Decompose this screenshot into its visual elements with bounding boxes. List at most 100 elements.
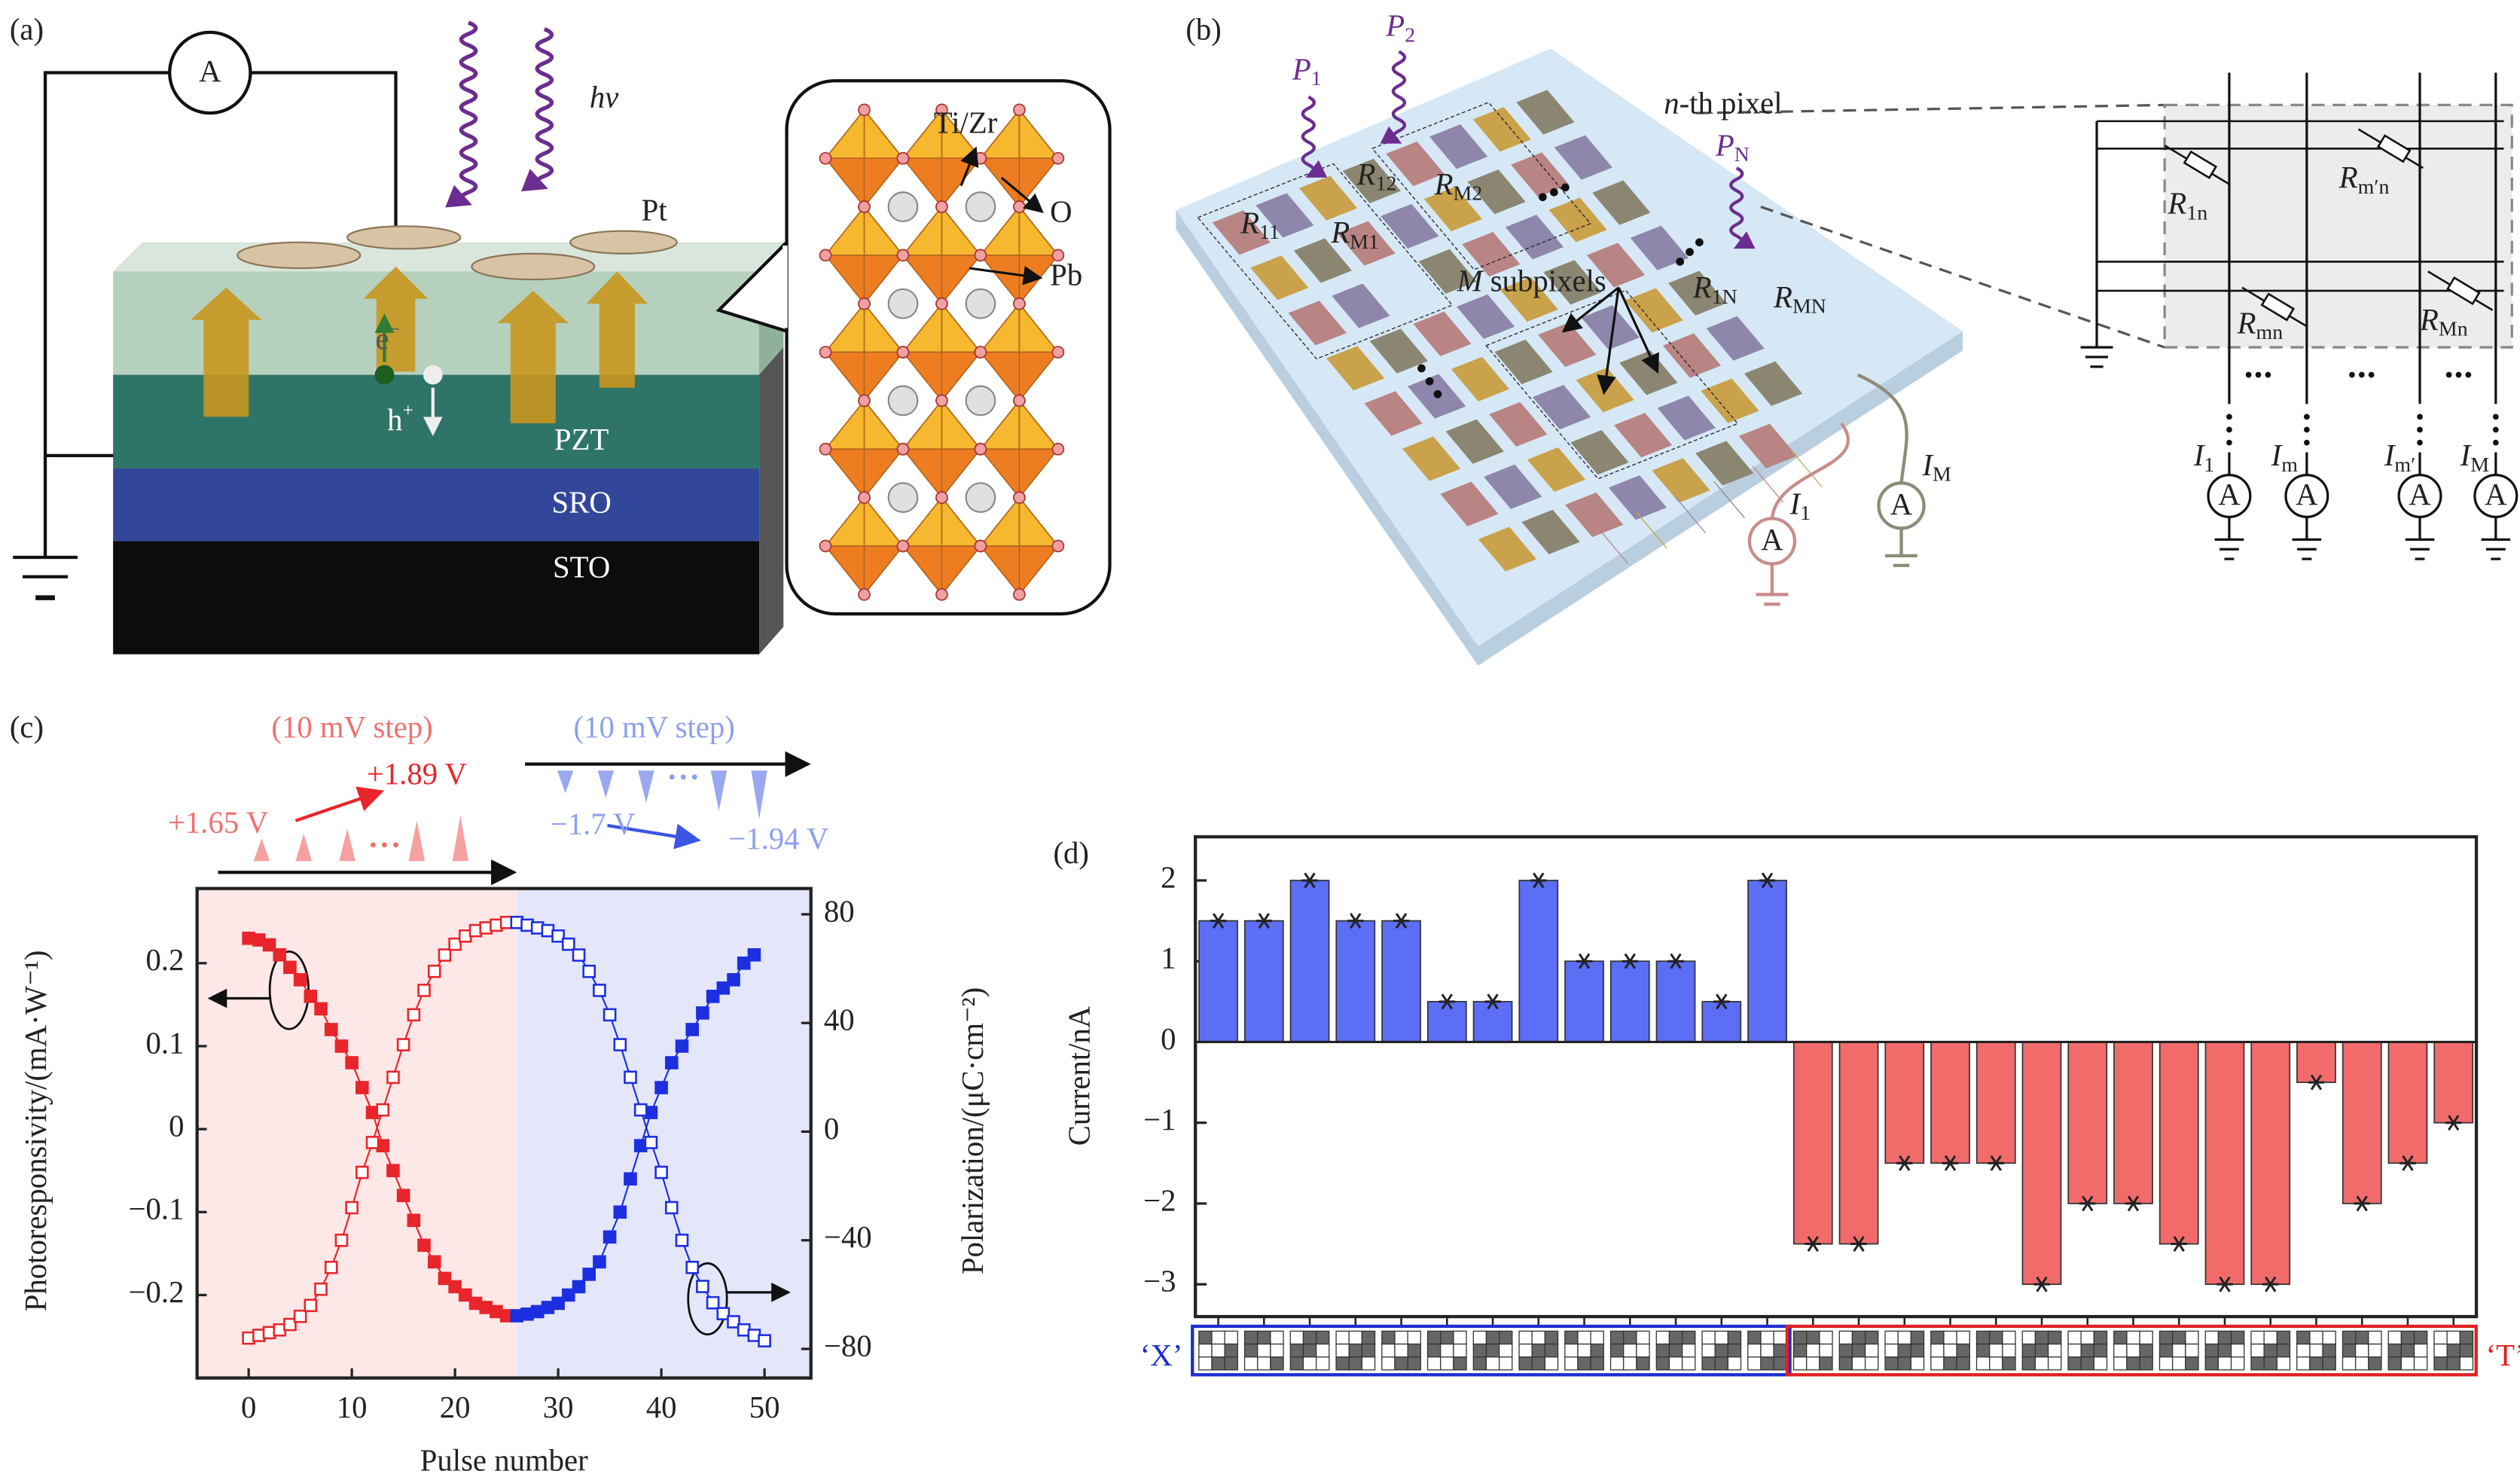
text: h <box>387 403 402 437</box>
icon-cell <box>1714 1356 1729 1371</box>
text: M <box>2470 453 2489 477</box>
icon-cell <box>1792 1330 1808 1345</box>
text: R <box>2338 161 2358 195</box>
icon-cell <box>1335 1343 1350 1358</box>
text: 1N <box>1712 285 1737 309</box>
icon-cell <box>1564 1356 1579 1371</box>
subpixel <box>1494 339 1553 385</box>
marker <box>324 1023 338 1036</box>
icon-cell <box>2250 1330 2265 1345</box>
oxygen <box>974 249 987 262</box>
dot <box>2304 439 2310 446</box>
icon-cell <box>1668 1356 1683 1371</box>
lead <box>887 385 919 417</box>
icon-cell <box>2433 1330 2448 1345</box>
icon-cell <box>2185 1356 2199 1371</box>
icon-cell <box>2387 1356 2403 1371</box>
dot <box>2492 426 2499 433</box>
icon-cell <box>1361 1330 1376 1345</box>
panel-label: (d) <box>1053 836 1089 870</box>
icon-cell <box>1426 1330 1442 1345</box>
icon-cell <box>2368 1330 2382 1345</box>
subpixel <box>1668 270 1727 316</box>
light-wave <box>445 20 478 208</box>
icon-cell <box>1472 1343 1487 1358</box>
icon-cell <box>2158 1356 2174 1371</box>
icon-cell <box>1531 1343 1546 1358</box>
label: Rmn <box>2237 307 2284 345</box>
text: 1 <box>2204 453 2214 477</box>
bar-marker <box>1210 913 1227 929</box>
marker <box>654 1081 668 1094</box>
bar <box>1701 1000 1742 1043</box>
text: − <box>389 319 401 340</box>
hole <box>423 365 443 385</box>
dot <box>2304 413 2310 420</box>
icon-cell <box>1440 1330 1454 1345</box>
icon-cell <box>1302 1343 1317 1358</box>
light-label: hv <box>590 80 619 114</box>
trace <box>1637 512 1667 548</box>
marker <box>417 1238 431 1253</box>
marker <box>613 1205 627 1219</box>
icon-cell <box>1453 1356 1467 1371</box>
bar <box>1838 1041 1879 1245</box>
icon-cell <box>1531 1356 1546 1371</box>
text: 1 <box>1311 68 1322 91</box>
icon-cell <box>1760 1343 1774 1358</box>
icon-cell <box>1224 1343 1238 1358</box>
oxygen <box>1013 394 1026 407</box>
bar <box>1884 1041 1925 1164</box>
text: R <box>1692 270 1712 304</box>
icon-cell <box>1381 1330 1396 1345</box>
text: I <box>1789 487 1802 521</box>
icon-cell <box>1198 1356 1213 1371</box>
icon-cell <box>1407 1343 1421 1358</box>
label: P2 <box>1385 9 1415 47</box>
icon-cell <box>1426 1356 1442 1371</box>
pixel-box <box>1372 102 1591 270</box>
icon-cell <box>1590 1343 1604 1358</box>
icon-cell <box>1623 1330 1637 1345</box>
bar-marker <box>1347 913 1364 929</box>
oxygen <box>819 539 832 553</box>
oxygen <box>819 346 832 359</box>
bar <box>2021 1041 2062 1286</box>
icon-cell <box>1838 1343 1853 1358</box>
icon-cell <box>1472 1330 1487 1345</box>
label: R1n <box>2167 187 2207 225</box>
marker <box>355 1081 369 1094</box>
dot <box>1550 188 1558 197</box>
bar <box>1198 920 1238 1043</box>
icon-cell <box>2250 1343 2265 1358</box>
marker <box>283 1317 297 1332</box>
icon-cell <box>2021 1343 2036 1358</box>
icon-cell <box>2113 1330 2128 1345</box>
marker <box>633 1103 648 1117</box>
icon-cell <box>2230 1330 2245 1345</box>
y-axis-label: Current/nA <box>1062 1005 1096 1146</box>
circuit-zoom <box>2163 103 2513 349</box>
light-wave <box>1729 166 1756 249</box>
subpixel <box>1288 301 1347 346</box>
label: RMN <box>1773 280 1826 319</box>
icon-cell <box>2276 1330 2291 1345</box>
marker <box>427 964 441 978</box>
icon-cell <box>1636 1356 1650 1371</box>
oxygen <box>1051 346 1065 359</box>
icon-cell <box>1655 1356 1670 1371</box>
arrow <box>1597 287 1620 395</box>
marker <box>582 1268 596 1281</box>
icon-cell <box>1609 1343 1625 1358</box>
trace <box>1714 481 1745 517</box>
marker <box>324 1260 338 1274</box>
y-tick-label: −0.1 <box>129 1192 185 1226</box>
icon-cell <box>1590 1356 1604 1371</box>
icon-cell <box>2413 1343 2428 1358</box>
bar-marker <box>2399 1155 2416 1171</box>
pulse <box>339 828 355 862</box>
ammeter <box>1877 481 1926 530</box>
icon-cell <box>1838 1330 1853 1345</box>
oxygen <box>896 151 910 165</box>
icon-cell <box>1943 1330 1957 1345</box>
